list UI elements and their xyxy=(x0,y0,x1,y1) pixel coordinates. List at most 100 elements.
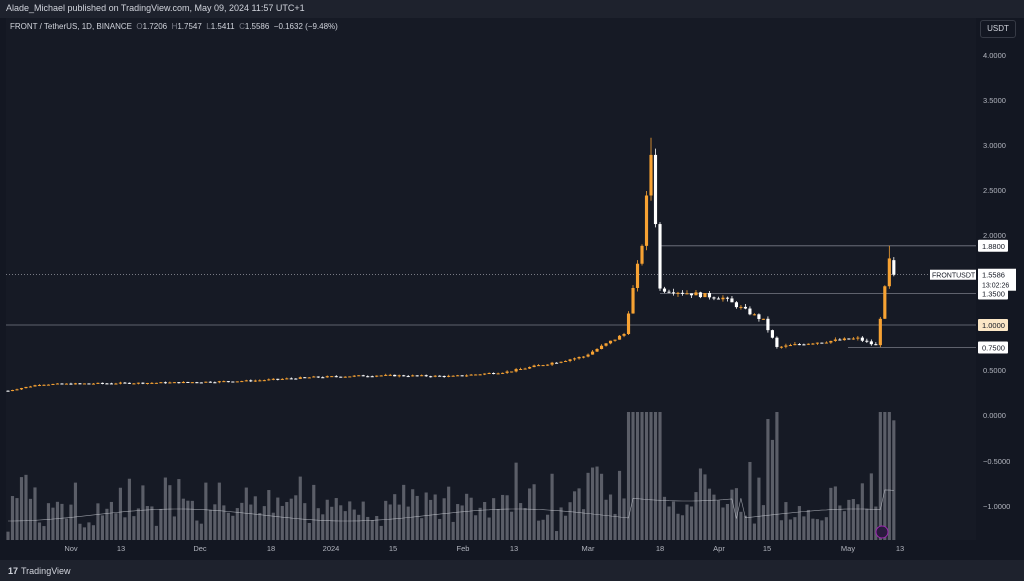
candle-body xyxy=(487,373,491,375)
price-tick-label: 4.0000 xyxy=(983,51,1006,60)
candle-body xyxy=(671,292,676,294)
candle-body xyxy=(546,364,550,366)
volume-bar xyxy=(608,494,613,540)
currency-button[interactable]: USDT xyxy=(980,20,1016,38)
volume-bar xyxy=(501,494,505,540)
volume-bar xyxy=(168,485,172,540)
volume-bar xyxy=(622,498,626,540)
legend-open: 1.7206 xyxy=(142,22,168,31)
candle-body xyxy=(123,382,127,384)
time-tick-label: 15 xyxy=(389,544,397,553)
tradingview-logo[interactable]: 17 TradingView xyxy=(8,566,71,576)
volume-bar xyxy=(712,494,716,540)
volume-bar xyxy=(456,504,460,540)
volume-bar xyxy=(213,504,217,540)
volume-bar xyxy=(492,498,496,540)
volume-bar xyxy=(136,508,140,540)
candle-body xyxy=(451,375,455,377)
volume-bar xyxy=(653,412,658,540)
volume-bar xyxy=(775,412,779,540)
candle-body xyxy=(321,377,325,379)
candle-body xyxy=(276,378,280,380)
candle-body xyxy=(694,292,698,296)
volume-bar xyxy=(658,412,662,540)
volume-bar xyxy=(505,495,509,540)
volume-bar xyxy=(231,515,235,540)
volume-bar xyxy=(69,504,73,540)
candle-body xyxy=(438,375,442,377)
volume-bar xyxy=(105,508,109,540)
candle-body xyxy=(132,383,136,385)
volume-bar xyxy=(748,461,752,540)
volume-bar xyxy=(406,506,410,540)
volume-bar xyxy=(24,474,28,540)
symbol-tag-bg xyxy=(930,269,976,280)
volume-bar xyxy=(87,522,91,540)
volume-bar xyxy=(694,492,698,540)
volume-bar xyxy=(235,508,239,540)
candle-body xyxy=(24,386,28,389)
symbol-legend: FRONT / TetherUS, 1D, BINANCE O1.7206 H1… xyxy=(10,22,338,31)
volume-bar xyxy=(662,496,667,540)
volume-bar xyxy=(631,412,635,540)
candle-body xyxy=(294,378,298,380)
candle-body xyxy=(869,341,873,345)
volume-bar xyxy=(550,473,554,540)
time-tick-label: May xyxy=(841,544,855,553)
volume-bar xyxy=(806,509,810,540)
price-chart[interactable]: 4.00003.50003.00002.50002.00001.50001.00… xyxy=(0,0,1024,560)
volume-bar xyxy=(352,509,356,540)
candle-body xyxy=(537,365,541,367)
candle-body xyxy=(280,378,284,380)
legend-change: −0.1632 (−9.48%) xyxy=(273,22,338,31)
volume-bar xyxy=(82,527,87,540)
candle-body xyxy=(883,286,887,319)
candle-body xyxy=(474,374,478,376)
candle-body xyxy=(69,383,73,385)
plot-area[interactable] xyxy=(6,18,976,540)
candle-body xyxy=(15,389,19,391)
candle-body xyxy=(572,358,577,360)
price-tag-1000: 1.0000 xyxy=(982,321,1005,330)
volume-bar xyxy=(217,482,221,540)
candle-body xyxy=(622,334,626,336)
legend-h-label: H xyxy=(171,22,178,31)
volume-bar xyxy=(815,519,819,540)
candle-body xyxy=(608,340,613,344)
volume-bar xyxy=(451,521,455,540)
time-tick-label: 18 xyxy=(267,544,275,553)
candle-body xyxy=(415,375,419,377)
candle-body xyxy=(586,354,590,357)
candle-body xyxy=(532,365,536,368)
volume-bar xyxy=(820,520,824,540)
candle-body xyxy=(707,293,712,298)
volume-bar xyxy=(469,497,473,540)
candle-body xyxy=(114,383,118,385)
volume-bar xyxy=(253,496,257,540)
candle-body xyxy=(402,375,406,377)
candle-body xyxy=(483,373,487,375)
candle-body xyxy=(379,375,383,377)
candle-body xyxy=(492,373,496,375)
volume-bar xyxy=(181,498,185,540)
candle-body xyxy=(703,293,707,298)
volume-bar xyxy=(802,516,806,540)
volume-bar xyxy=(676,513,680,540)
time-tick-label: 18 xyxy=(656,544,664,553)
volume-bar xyxy=(402,484,406,540)
volume-bar xyxy=(892,420,896,540)
publisher-bar: Alade_Michael published on TradingView.c… xyxy=(0,0,1024,18)
volume-bar xyxy=(734,488,739,540)
volume-bar xyxy=(784,502,788,540)
volume-bar xyxy=(37,522,42,540)
candle-body xyxy=(766,318,770,331)
legend-c-label: C xyxy=(239,22,245,31)
volume-bar xyxy=(6,531,10,540)
volume-bar xyxy=(289,498,293,540)
volume-bar xyxy=(78,523,82,540)
candle-body xyxy=(501,372,505,374)
candle-body xyxy=(361,375,365,377)
candle-body xyxy=(465,375,469,377)
volume-bar xyxy=(190,500,194,540)
volume-bar xyxy=(42,526,46,540)
